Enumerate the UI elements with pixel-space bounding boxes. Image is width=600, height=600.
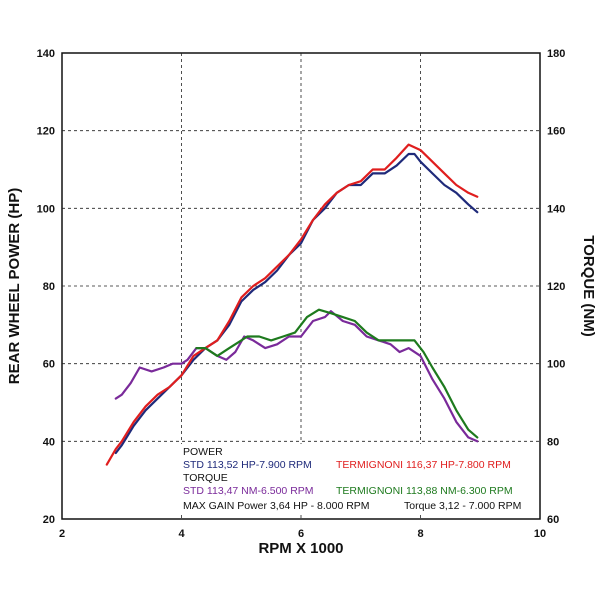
grid-layer bbox=[62, 53, 540, 519]
legend-termignoni-power: TERMIGNONI 116,37 HP-7.800 RPM bbox=[336, 459, 511, 471]
series-line-termignoni-power bbox=[105, 143, 479, 466]
x-axis-title: RPM X 1000 bbox=[258, 540, 343, 557]
legend-std-power: STD 113,52 HP-7.900 RPM bbox=[183, 459, 312, 471]
series-line-std-torque bbox=[114, 310, 479, 443]
y-tick-label-right: 120 bbox=[547, 281, 565, 293]
legend-max-gain-power: MAX GAIN Power 3,64 HP - 8.000 RPM bbox=[183, 500, 370, 512]
series-layer bbox=[105, 143, 479, 466]
y-tick-label-right: 180 bbox=[547, 48, 565, 60]
y-tick-label-left: 60 bbox=[43, 359, 55, 371]
y-tick-label-right: 60 bbox=[547, 514, 559, 526]
series-line-termignoni-torque bbox=[195, 308, 479, 439]
x-tick-label: 6 bbox=[298, 528, 304, 540]
legend: POWER STD 113,52 HP-7.900 RPM TERMIGNONI… bbox=[178, 444, 536, 514]
y-tick-label-left: 120 bbox=[37, 126, 55, 138]
legend-background bbox=[178, 444, 536, 514]
y-tick-label-left: 100 bbox=[37, 203, 55, 215]
x-tick-label: 4 bbox=[178, 528, 185, 540]
ticks-layer: 2 4 6 8 10 20 40 60 80 100 120 140 60 80 100 120 140 160 1… bbox=[37, 48, 566, 540]
y-tick-label-right: 80 bbox=[547, 436, 559, 448]
legend-termignoni-torque: TERMIGNONI 113,88 NM-6.300 RPM bbox=[336, 485, 513, 497]
x-tick-label: 10 bbox=[534, 528, 546, 540]
y-axis-title-left: REAR WHEEL POWER (HP) bbox=[6, 188, 23, 384]
y-tick-label-right: 160 bbox=[547, 126, 565, 138]
legend-max-gain-torque: Torque 3,12 - 7.000 RPM bbox=[404, 500, 521, 512]
y-axis-title-right: TORQUE (NM) bbox=[580, 235, 597, 336]
legend-torque-heading: TORQUE bbox=[183, 472, 228, 484]
y-tick-label-left: 40 bbox=[43, 436, 55, 448]
x-tick-label: 8 bbox=[417, 528, 423, 540]
y-tick-label-right: 140 bbox=[547, 203, 565, 215]
y-tick-label-left: 20 bbox=[43, 514, 55, 526]
y-tick-label-left: 80 bbox=[43, 281, 55, 293]
legend-power-heading: POWER bbox=[183, 446, 223, 458]
x-tick-label: 2 bbox=[59, 528, 65, 540]
y-tick-label-right: 100 bbox=[547, 359, 565, 371]
y-tick-label-left: 140 bbox=[37, 48, 55, 60]
legend-std-torque: STD 113,47 NM-6.500 RPM bbox=[183, 485, 314, 497]
